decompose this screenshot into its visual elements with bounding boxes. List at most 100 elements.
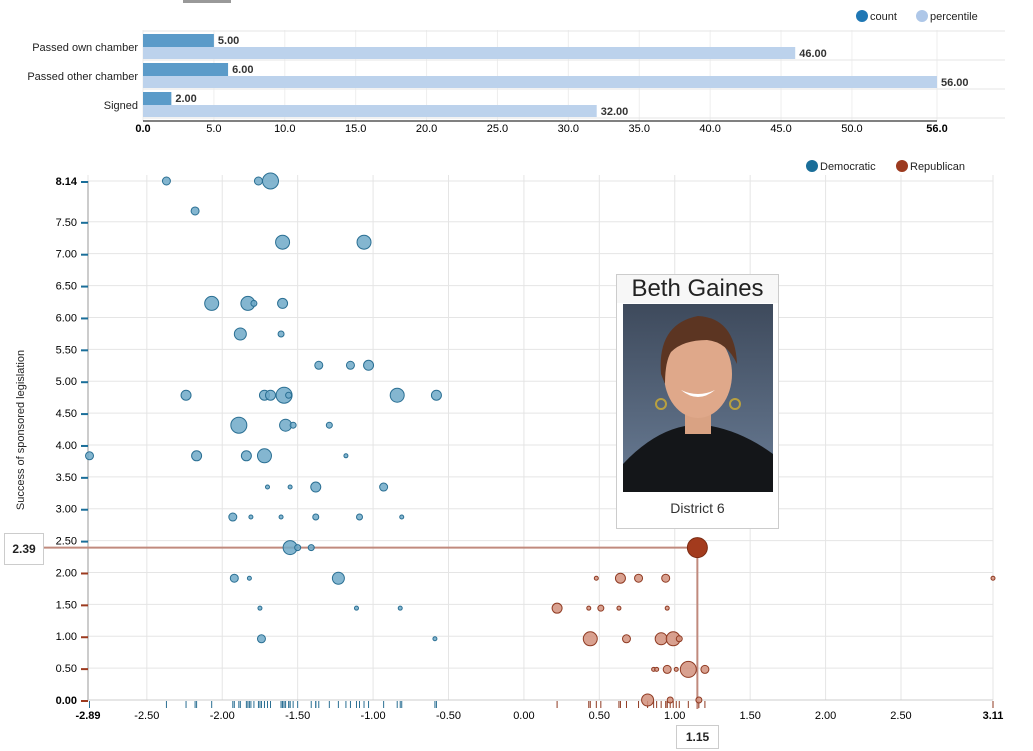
bar-percentile: [143, 105, 597, 117]
scatter-point-republican: [673, 666, 679, 672]
scatter-point-republican: [679, 660, 697, 678]
scatter-point-democratic: [331, 571, 345, 585]
scatter-y-tick-label: 2.00: [56, 567, 77, 579]
scatter-point-democratic: [161, 176, 171, 186]
scatter-y-tick-label: 8.14: [56, 176, 78, 188]
bar-x-tick-label: 5.0: [206, 123, 221, 135]
bar-x-tick-label: 40.0: [699, 123, 720, 135]
y-value-readout: 2.39: [4, 533, 44, 565]
scatter-point-democratic: [356, 234, 372, 250]
scatter-point-democratic: [265, 389, 277, 401]
bar-x-tick-label: 15.0: [345, 123, 366, 135]
bar-x-tick-label: 50.0: [841, 123, 862, 135]
bar-category-label: Passed own chamber: [32, 42, 138, 54]
scatter-y-tick-label: 4.50: [56, 408, 77, 420]
legend-democratic-label: Democratic: [820, 161, 876, 173]
legend-republican-swatch: [896, 160, 908, 172]
scatter-point-democratic: [379, 482, 389, 492]
legislator-tooltip-card: Beth Gaines District 6: [616, 274, 779, 529]
scatter-point-republican: [664, 605, 670, 611]
scatter-x-tick-label: 0.50: [589, 710, 610, 722]
scatter-x-tick-label: -1.00: [361, 710, 386, 722]
top-scroll-indicator: [183, 0, 231, 3]
scatter-point-democratic: [257, 605, 263, 611]
bar-percentile: [143, 47, 796, 59]
bar-count: [143, 92, 172, 105]
bar-count: [143, 63, 229, 76]
scatter-point-democratic: [275, 234, 291, 250]
scatter-x-tick-label: 1.50: [739, 710, 760, 722]
highlighted-point: [686, 537, 708, 559]
scatter-point-democratic: [250, 299, 258, 307]
scatter-point-republican: [616, 605, 622, 611]
scatter-point-democratic: [277, 297, 289, 309]
bar-value-label: 32.00: [601, 106, 629, 118]
scatter-y-tick-label: 1.50: [56, 599, 77, 611]
x-value-readout: 1.15: [676, 725, 719, 749]
scatter-point-democratic: [264, 484, 270, 490]
scatter-y-tick-label: 5.00: [56, 376, 77, 388]
scatter-point-republican: [661, 573, 671, 583]
scatter-x-tick-label: -2.50: [134, 710, 159, 722]
scatter-y-tick-label: 0.00: [56, 695, 77, 707]
bar-x-tick-label: 35.0: [629, 123, 650, 135]
scatter-point-republican: [634, 573, 644, 583]
bar-x-tick-label: 0.0: [135, 123, 150, 135]
scatter-x-tick-label: -2.00: [210, 710, 235, 722]
scatter-point-democratic: [289, 421, 297, 429]
bar-category-label: Passed other chamber: [27, 71, 138, 83]
scatter-y-tick-label: 7.00: [56, 249, 77, 261]
scatter-point-democratic: [312, 513, 320, 521]
scatter-point-republican: [695, 696, 703, 704]
legislator-district: District 6: [670, 500, 725, 516]
legislator-photo: [623, 304, 773, 492]
scatter-point-democratic: [285, 391, 293, 399]
scatter-y-tick-label: 6.50: [56, 281, 77, 293]
scatter-point-democratic: [287, 484, 293, 490]
scatter-point-democratic: [353, 605, 359, 611]
scatter-point-democratic: [310, 481, 322, 493]
bar-x-tick-label: 45.0: [770, 123, 791, 135]
scatter-point-democratic: [389, 387, 405, 403]
bar-count: [143, 34, 214, 47]
scatter-point-democratic: [432, 636, 438, 642]
scatter-point-democratic: [248, 514, 254, 520]
scatter-point-democratic: [230, 416, 248, 434]
bar-category-label: Signed: [104, 100, 138, 112]
scatter-point-democratic: [190, 206, 200, 216]
legend-percentile-label: percentile: [930, 11, 978, 23]
scatter-y-tick-label: 3.50: [56, 472, 77, 484]
bar-chart: Passed own chamber 5.00 46.00 Passed other …: [27, 10, 1005, 135]
scatter-y-tick-label: 4.00: [56, 440, 77, 452]
scatter-x-tick-label: 3.11: [983, 710, 1004, 722]
scatter-x-tick-label: -1.50: [285, 710, 310, 722]
scatter-point-democratic: [85, 451, 95, 461]
scatter-point-republican: [654, 632, 668, 646]
scatter-point-republican: [662, 664, 672, 674]
scatter-point-democratic: [363, 359, 375, 371]
scatter-point-democratic: [233, 327, 247, 341]
scatter-y-tick-label: 1.00: [56, 631, 77, 643]
scatter-point-democratic: [256, 634, 266, 644]
scatter-x-tick-label: 2.50: [890, 710, 911, 722]
scatter-point-democratic: [430, 389, 442, 401]
bar-x-tick-label: 56.0: [926, 123, 947, 135]
scatter-point-democratic: [356, 513, 363, 521]
scatter-y-tick-label: 2.50: [56, 536, 77, 548]
scatter-x-tick-label: -0.50: [436, 710, 461, 722]
scatter-point-democratic: [262, 172, 280, 190]
scatter-point-democratic: [397, 605, 403, 611]
scatter-x-tick-label: 0.00: [513, 710, 534, 722]
scatter-point-democratic: [253, 176, 263, 186]
legend-democratic-swatch: [806, 160, 818, 172]
scatter-y-tick-label: 5.50: [56, 344, 77, 356]
bar-value-label: 2.00: [175, 93, 196, 105]
scatter-point-democratic: [246, 575, 252, 581]
scatter-point-democratic: [314, 360, 324, 370]
scatter-point-democratic: [229, 573, 239, 583]
scatter-point-republican: [675, 635, 683, 643]
scatter-point-republican: [700, 664, 710, 674]
scatter-point-republican: [641, 693, 655, 707]
scatter-point-democratic: [307, 544, 315, 552]
